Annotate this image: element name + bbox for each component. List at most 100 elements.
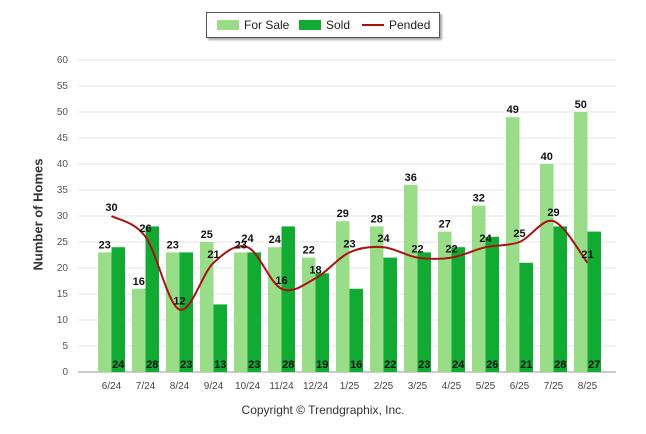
- bar-sold: [383, 257, 397, 372]
- data-label-for-sale: 22: [303, 245, 315, 257]
- y-tick-label: 55: [57, 81, 69, 92]
- bar-sold: [349, 288, 363, 372]
- x-tick-label: 6/25: [510, 381, 530, 392]
- x-tick-label: 7/25: [544, 381, 564, 392]
- y-tick-label: 40: [57, 159, 69, 170]
- legend-item-for-sale[interactable]: For Sale: [217, 18, 289, 32]
- data-label-for-sale: 28: [371, 213, 383, 225]
- bar-for-sale: [370, 226, 384, 372]
- bar-for-sale: [132, 288, 146, 372]
- legend-label-pended: Pended: [389, 18, 431, 32]
- bar-sold: [587, 231, 601, 372]
- data-label-sold: 24: [112, 359, 125, 371]
- data-label-pended: 21: [207, 249, 219, 261]
- data-label-for-sale: 32: [473, 193, 485, 205]
- x-tick-label: 8/25: [578, 381, 598, 392]
- bar-for-sale: [574, 112, 588, 372]
- x-tick-label: 11/24: [269, 381, 294, 392]
- bar-sold: [519, 262, 533, 372]
- x-tick-label: 10/24: [235, 381, 260, 392]
- data-label-for-sale: 23: [167, 239, 179, 251]
- bar-for-sale: [404, 184, 418, 372]
- y-tick-label: 35: [57, 185, 69, 196]
- data-label-for-sale: 23: [99, 239, 111, 251]
- data-label-for-sale: 29: [337, 208, 349, 220]
- x-tick-label: 7/24: [136, 381, 156, 392]
- data-label-pended: 29: [547, 207, 559, 219]
- data-label-pended: 18: [309, 264, 321, 276]
- data-label-for-sale: 16: [133, 276, 145, 288]
- legend-label-sold: Sold: [326, 18, 351, 32]
- legend-label-for-sale: For Sale: [244, 18, 290, 32]
- pended-swatch: [362, 24, 384, 26]
- data-label-for-sale: 40: [541, 151, 553, 163]
- data-label-sold: 28: [146, 359, 158, 371]
- x-tick-label: 2/25: [374, 381, 394, 392]
- y-tick-label: 0: [62, 367, 68, 378]
- data-label-sold: 13: [214, 359, 226, 371]
- bar-for-sale: [540, 164, 554, 372]
- data-label-pended: 26: [139, 223, 151, 235]
- bar-sold: [145, 226, 159, 372]
- legend-item-pended[interactable]: Pended: [362, 18, 430, 32]
- y-axis-title: Number of Homes: [30, 158, 46, 271]
- bar-sold: [179, 252, 193, 372]
- bar-sold: [485, 236, 499, 372]
- data-label-sold: 27: [588, 359, 600, 371]
- data-label-sold: 21: [520, 359, 532, 371]
- data-label-for-sale: 25: [201, 229, 213, 241]
- copyright-footer: Copyright © Trendgraphix, Inc.: [241, 403, 405, 417]
- data-label-sold: 28: [282, 359, 294, 371]
- bar-for-sale: [438, 231, 452, 372]
- data-label-for-sale: 24: [269, 234, 282, 246]
- data-label-for-sale: 36: [405, 172, 417, 184]
- data-label-pended: 22: [445, 244, 457, 256]
- data-label-sold: 28: [554, 359, 566, 371]
- y-tick-label: 60: [57, 55, 69, 66]
- data-label-for-sale: 49: [507, 104, 519, 116]
- bar-sold: [281, 226, 295, 372]
- data-label-for-sale: 50: [575, 99, 587, 111]
- legend: For Sale Sold Pended: [206, 12, 440, 38]
- bar-for-sale: [268, 247, 282, 372]
- data-label-pended: 25: [513, 228, 525, 240]
- for-sale-swatch: [217, 20, 239, 30]
- legend-item-sold[interactable]: Sold: [299, 18, 350, 32]
- data-label-sold: 22: [384, 359, 396, 371]
- y-tick-label: 15: [57, 289, 69, 300]
- bar-sold: [451, 247, 465, 372]
- x-tick-label: 8/24: [170, 381, 190, 392]
- data-label-sold: 23: [248, 359, 260, 371]
- x-tick-label: 6/24: [102, 381, 122, 392]
- bar-for-sale: [166, 252, 180, 372]
- data-label-sold: 23: [180, 359, 192, 371]
- x-tick-label: 5/25: [476, 381, 496, 392]
- pended-line: [110, 215, 589, 311]
- data-label-sold: 24: [452, 359, 465, 371]
- data-label-pended: 22: [411, 244, 423, 256]
- bar-sold: [213, 304, 227, 372]
- data-label-pended: 16: [275, 275, 287, 287]
- x-tick-label: 4/25: [442, 381, 462, 392]
- bar-for-sale: [234, 252, 248, 372]
- y-tick-label: 5: [62, 341, 68, 352]
- data-label-pended: 24: [377, 233, 390, 245]
- data-label-for-sale: 27: [439, 219, 451, 231]
- data-label-sold: 26: [486, 359, 498, 371]
- y-tick-label: 25: [57, 237, 69, 248]
- x-tick-label: 3/25: [408, 381, 428, 392]
- data-label-sold: 23: [418, 359, 430, 371]
- y-tick-label: 10: [57, 315, 69, 326]
- y-tick-label: 45: [57, 133, 69, 144]
- x-tick-label: 9/24: [204, 381, 224, 392]
- data-label-for-sale: 23: [235, 239, 247, 251]
- data-label-pended: 23: [343, 238, 355, 250]
- data-label-pended: 24: [241, 233, 254, 245]
- bar-sold: [315, 273, 329, 372]
- y-tick-label: 20: [57, 263, 69, 274]
- data-label-pended: 24: [479, 233, 492, 245]
- x-tick-label: 12/24: [303, 381, 328, 392]
- y-tick-label: 30: [57, 211, 69, 222]
- data-label-pended: 21: [581, 249, 593, 261]
